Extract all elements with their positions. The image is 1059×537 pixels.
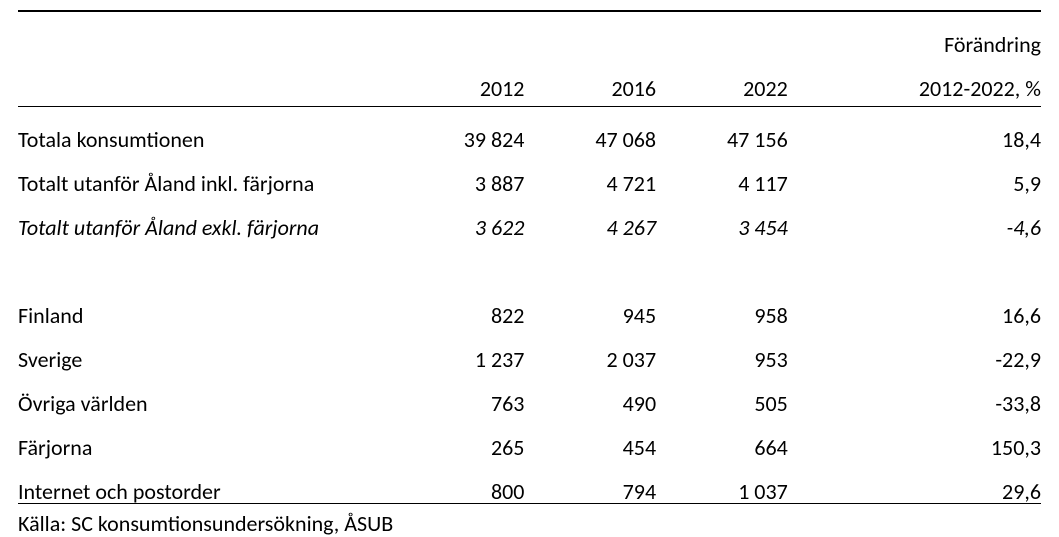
row-2016: 4 267	[524, 195, 656, 239]
header-blank	[656, 11, 788, 56]
row-2012: 1 237	[393, 327, 525, 371]
row-2022: 47 156	[656, 107, 788, 152]
header-blank	[393, 11, 525, 56]
row-change: 150,3	[788, 415, 1041, 459]
source-note: Källa: SC konsumtionsundersökning, ÅSUB	[18, 510, 1041, 537]
row-2016: 2 037	[524, 327, 656, 371]
header-change-top: Förändring	[788, 11, 1041, 56]
row-change: -4,6	[788, 195, 1041, 239]
table-row: Internet och postorder 800 794 1 037 29,…	[18, 459, 1041, 504]
header-change-bottom: 2012-2022, %	[788, 56, 1041, 107]
row-2012: 800	[393, 459, 525, 504]
row-label: Färjorna	[18, 415, 393, 459]
row-2012: 3 887	[393, 151, 525, 195]
row-2022: 664	[656, 415, 788, 459]
row-2012: 39 824	[393, 107, 525, 152]
row-label: Sverige	[18, 327, 393, 371]
row-2012: 265	[393, 415, 525, 459]
row-change: -22,9	[788, 327, 1041, 371]
row-2016: 4 721	[524, 151, 656, 195]
row-2022: 4 117	[656, 151, 788, 195]
consumption-table: Förändring 2012 2016 2022 2012-2022, % T…	[18, 10, 1041, 504]
row-change: 29,6	[788, 459, 1041, 504]
table-row: Totalt utanför Åland exkl. färjorna 3 62…	[18, 195, 1041, 239]
row-2012: 3 622	[393, 195, 525, 239]
row-label: Totalt utanför Åland inkl. färjorna	[18, 151, 393, 195]
header-2022: 2022	[656, 56, 788, 107]
row-2022: 505	[656, 371, 788, 415]
row-2022: 953	[656, 327, 788, 371]
row-label: Totala konsumtionen	[18, 107, 393, 152]
row-label: Övriga världen	[18, 371, 393, 415]
header-blank	[18, 56, 393, 107]
table-row: Totalt utanför Åland inkl. färjorna 3 88…	[18, 151, 1041, 195]
header-2016: 2016	[524, 56, 656, 107]
row-2016: 490	[524, 371, 656, 415]
row-change: -33,8	[788, 371, 1041, 415]
row-2022: 1 037	[656, 459, 788, 504]
row-2022: 958	[656, 283, 788, 327]
row-2016: 454	[524, 415, 656, 459]
header-blank	[524, 11, 656, 56]
row-label: Internet och postorder	[18, 459, 393, 504]
header-2012: 2012	[393, 56, 525, 107]
table-row: Sverige 1 237 2 037 953 -22,9	[18, 327, 1041, 371]
table-row: Finland 822 945 958 16,6	[18, 283, 1041, 327]
row-change: 16,6	[788, 283, 1041, 327]
table-row: Totala konsumtionen 39 824 47 068 47 156…	[18, 107, 1041, 152]
header-blank	[18, 11, 393, 56]
row-label: Finland	[18, 283, 393, 327]
row-change: 5,9	[788, 151, 1041, 195]
table-spacer	[18, 239, 1041, 283]
row-2016: 945	[524, 283, 656, 327]
row-change: 18,4	[788, 107, 1041, 152]
row-2016: 47 068	[524, 107, 656, 152]
row-2012: 763	[393, 371, 525, 415]
row-2016: 794	[524, 459, 656, 504]
row-2022: 3 454	[656, 195, 788, 239]
row-label: Totalt utanför Åland exkl. färjorna	[18, 195, 393, 239]
row-2012: 822	[393, 283, 525, 327]
table-row: Färjorna 265 454 664 150,3	[18, 415, 1041, 459]
table-row: Övriga världen 763 490 505 -33,8	[18, 371, 1041, 415]
